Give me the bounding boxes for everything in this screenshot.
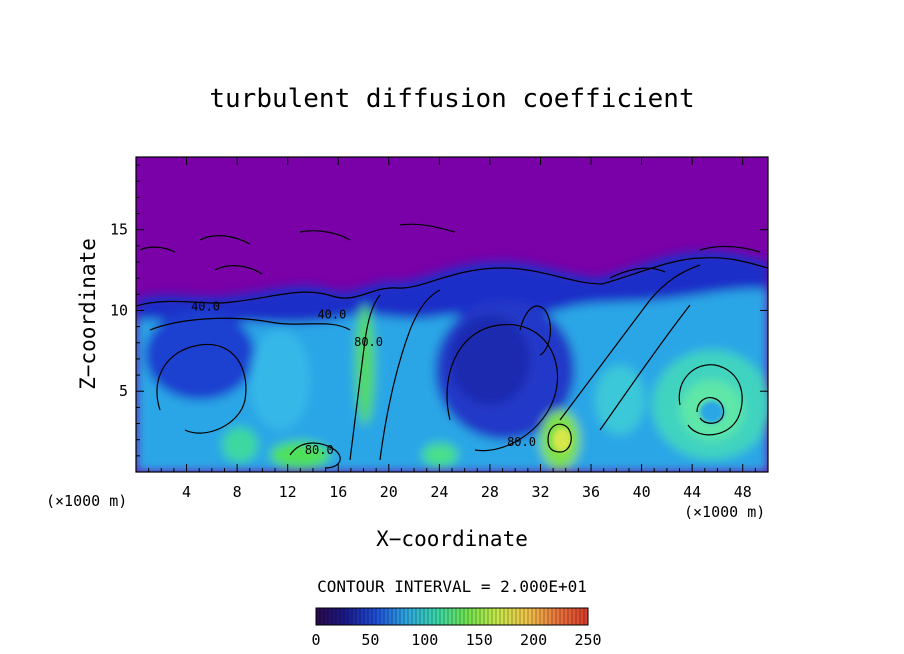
colorbar-tick-label: 200 xyxy=(520,631,547,649)
contour-line xyxy=(559,264,701,421)
x-tick-label: 40 xyxy=(633,483,651,501)
contour-label: 80.0 xyxy=(305,443,334,457)
colorbar-tick-label: 250 xyxy=(574,631,601,649)
contour-label: 80.0 xyxy=(354,335,383,349)
x-tick-label: 24 xyxy=(430,483,448,501)
field-green-spot-4 xyxy=(222,427,258,463)
contour-line xyxy=(519,305,552,356)
contour-line xyxy=(299,230,351,241)
heatmap-field: 40.0 40.0 80.0 80.0 80.0 xyxy=(136,157,768,472)
field-cyan-patch-1 xyxy=(250,330,310,430)
colorbar-tick-label: 50 xyxy=(361,631,379,649)
contour-line xyxy=(149,317,351,331)
x-tick-label: 8 xyxy=(233,483,242,501)
field-cyan-patch-2 xyxy=(595,365,645,435)
field-eddy-left xyxy=(145,310,255,400)
contour-lines xyxy=(136,223,768,469)
y-tick-label: 15 xyxy=(110,221,128,239)
x-tick-label: 32 xyxy=(531,483,549,501)
x-unit-label-right: (×1000 m) xyxy=(684,503,766,521)
contour-line xyxy=(156,343,247,434)
contour-line xyxy=(446,324,559,452)
x-tick-label: 44 xyxy=(683,483,701,501)
colorbar-tick-label: 0 xyxy=(311,631,320,649)
contour-labels: 40.0 40.0 80.0 80.0 80.0 xyxy=(191,299,536,457)
contour-line xyxy=(696,397,725,424)
x-tick-label: 28 xyxy=(481,483,499,501)
field-green-spot-5 xyxy=(422,443,458,467)
x-unit-label-left: (×1000 m) xyxy=(46,492,128,510)
field-hotspot xyxy=(553,428,571,452)
contour-line xyxy=(199,235,251,245)
y-axis-ticks: 5 10 15 xyxy=(110,164,768,457)
contour-line xyxy=(289,442,341,469)
x-axis-ticks: 4 8 12 16 20 24 28 32 36 40 44 48 xyxy=(148,157,756,501)
contour-line xyxy=(139,246,176,253)
contour-label: 40.0 xyxy=(191,299,220,313)
contour-line xyxy=(547,423,572,453)
field-green-spot-1 xyxy=(270,441,330,469)
x-tick-label: 20 xyxy=(380,483,398,501)
contour-line xyxy=(214,265,263,275)
field-eddy-center-core xyxy=(450,315,530,405)
colorbar: 0 50 100 150 200 250 xyxy=(311,607,602,649)
colorbar-tick-label: 150 xyxy=(466,631,493,649)
contour-line xyxy=(599,304,691,431)
chart-title: turbulent diffusion coefficient xyxy=(209,84,695,114)
colorbar-tick-label: 100 xyxy=(411,631,438,649)
colorbar-frame xyxy=(315,607,589,626)
field-green-spot-3 xyxy=(355,305,375,425)
contour-line xyxy=(136,257,768,307)
contour-interval-note: CONTOUR INTERVAL = 2.000E+01 xyxy=(317,577,587,596)
x-tick-label: 48 xyxy=(734,483,752,501)
x-tick-label: 36 xyxy=(582,483,600,501)
x-tick-label: 4 xyxy=(182,483,191,501)
contour-line xyxy=(678,364,743,436)
contour-line xyxy=(609,267,666,279)
y-tick-label: 10 xyxy=(110,301,128,319)
contour-line xyxy=(379,289,441,461)
x-tick-label: 16 xyxy=(329,483,347,501)
x-tick-label: 12 xyxy=(279,483,297,501)
contour-label: 40.0 xyxy=(317,308,346,322)
contour-line xyxy=(349,294,381,461)
field-rim-band xyxy=(136,251,768,324)
field-right-eddy-center xyxy=(700,401,724,423)
y-tick-label: 5 xyxy=(119,382,128,400)
contour-label: 80.0 xyxy=(507,435,536,449)
x-axis-label: X−coordinate xyxy=(376,527,528,551)
contour-line xyxy=(399,223,456,233)
contour-line xyxy=(699,245,761,253)
